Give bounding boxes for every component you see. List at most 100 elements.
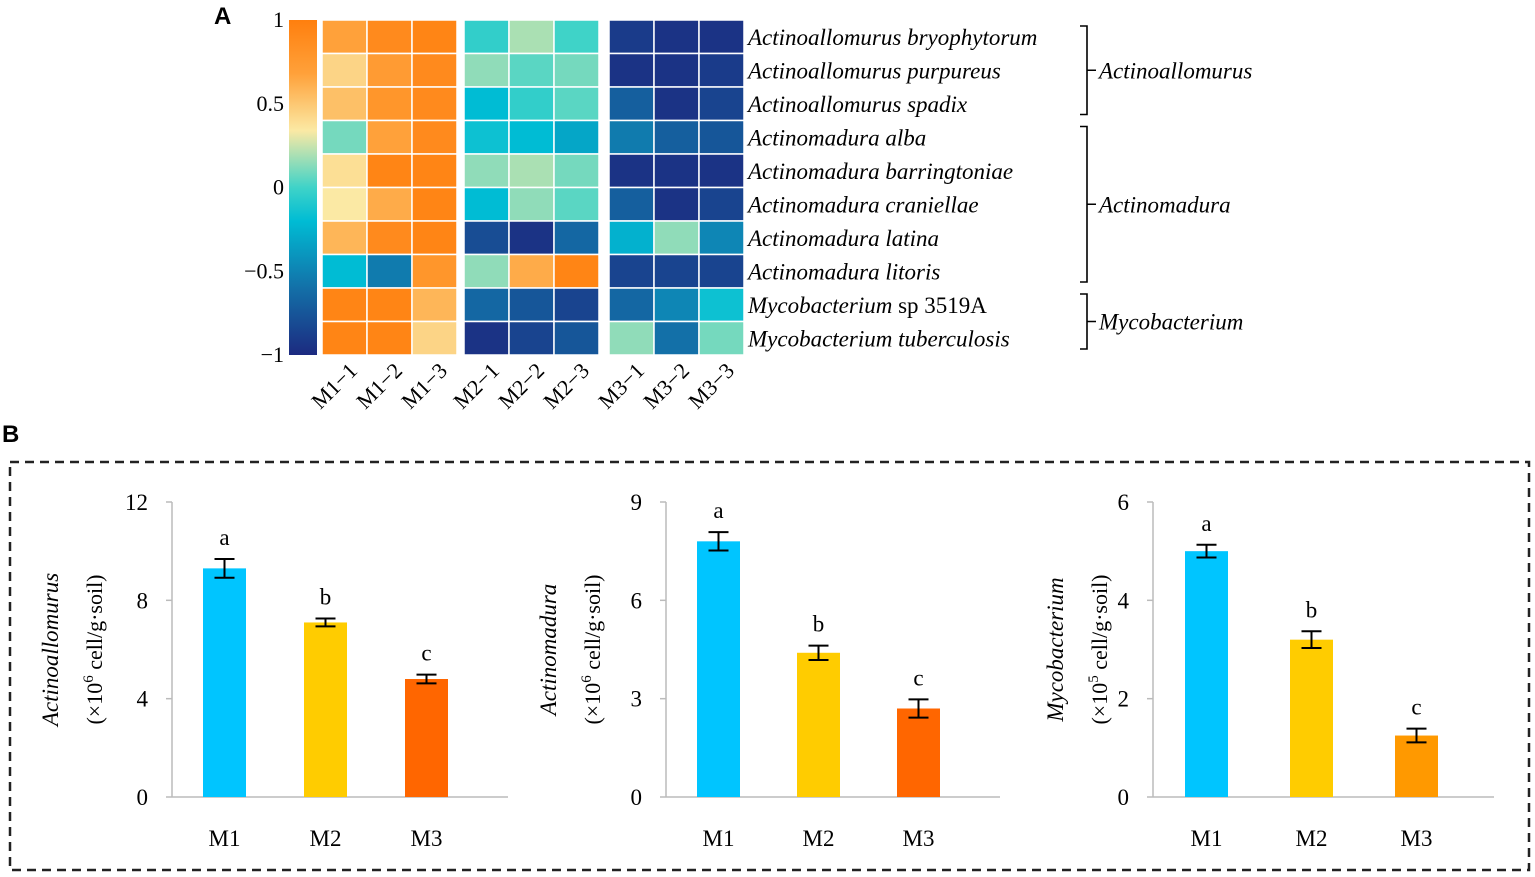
heatmap-cell <box>463 119 510 155</box>
heatmap-cell <box>698 153 745 189</box>
heatmap-row-label: Actinomadura latina <box>746 226 939 251</box>
heatmap-cell <box>653 119 700 155</box>
significance-letter: a <box>219 525 229 550</box>
heatmap-column-label: M1−3 <box>396 358 452 414</box>
heatmap-cell <box>608 52 655 88</box>
significance-letter: c <box>913 665 923 690</box>
heatmap-cell <box>321 153 368 189</box>
bar <box>1395 735 1438 797</box>
heatmap-cell <box>553 153 600 189</box>
heatmap-cell <box>653 52 700 88</box>
heatmap-cell <box>321 119 368 155</box>
significance-letter: a <box>1201 511 1211 536</box>
y-tick-label: 9 <box>631 490 643 515</box>
y-axis-unit-prefix: (×10 <box>82 683 107 725</box>
bar <box>1290 639 1333 797</box>
heatmap-row-label: Mycobacterium tuberculosis <box>747 326 1010 351</box>
heatmap-cell <box>411 19 458 55</box>
y-axis-title-unit: (×105 cell/g·soil) <box>1086 574 1112 724</box>
y-tick-label: 12 <box>125 490 148 515</box>
heatmap-cell <box>553 52 600 88</box>
y-tick-label: 3 <box>631 687 643 712</box>
y-axis-unit-prefix: (×10 <box>580 683 605 725</box>
heatmap-cell <box>463 19 510 55</box>
x-tick-label: M3 <box>411 826 443 851</box>
group-label: Actinoallomurus <box>1097 58 1252 83</box>
x-tick-label: M1 <box>703 826 735 851</box>
heatmap-cell <box>463 52 510 88</box>
heatmap-cell <box>321 186 368 222</box>
heatmap-cell <box>608 287 655 323</box>
colorbar-tick-label: 1 <box>273 7 284 32</box>
significance-letter: b <box>813 612 825 637</box>
heatmap-row-label-italic: Actinomadura latina <box>746 226 939 251</box>
heatmap-cell <box>321 19 368 55</box>
heatmap-row-label-italic: Actinomadura litoris <box>746 259 940 284</box>
heatmap-row-label: Actinoallomurus purpureus <box>746 58 1001 83</box>
heatmap-cell <box>553 287 600 323</box>
bar <box>697 541 740 797</box>
y-axis-title-genus: Actinoallomurus <box>38 573 63 728</box>
heatmap-cell <box>463 220 510 256</box>
y-axis-unit-prefix: (×10 <box>1087 683 1112 725</box>
heatmap-cell <box>321 287 368 323</box>
y-axis-unit-suffix: cell/g·soil) <box>580 574 605 675</box>
heatmap-cell <box>463 186 510 222</box>
bar-chart-3: 0 2 4 6 Mycobacterium (×105 cell/g·soil) a M1 b M… <box>1043 490 1494 851</box>
heatmap-cell <box>463 320 510 356</box>
heatmap-cell <box>411 52 458 88</box>
heatmap-row-label-italic: Actinomadura craniellae <box>746 192 979 217</box>
heatmap-row-label-italic: Actinoallomurus spadix <box>746 92 968 117</box>
heatmap-cell <box>411 119 458 155</box>
heatmap-colorbar <box>289 20 317 355</box>
heatmap-cell <box>608 220 655 256</box>
heatmap-column-label: M1−2 <box>351 358 407 414</box>
heatmap-cell <box>508 320 555 356</box>
heatmap-cell <box>553 186 600 222</box>
heatmap-cell <box>653 153 700 189</box>
heatmap-cell <box>321 320 368 356</box>
heatmap-cell <box>321 52 368 88</box>
heatmap-cell <box>411 153 458 189</box>
heatmap-column-label: M3−3 <box>683 358 739 414</box>
x-tick-label: M1 <box>209 826 241 851</box>
heatmap-row-label-italic: Actinomadura barringtoniae <box>746 159 1013 184</box>
heatmap-row-label: Actinoallomurus spadix <box>746 92 968 117</box>
heatmap-row-label: Actinomadura barringtoniae <box>746 159 1013 184</box>
heatmap-cell <box>508 19 555 55</box>
heatmap-column-label: M1−1 <box>306 358 362 414</box>
heatmap-cell <box>508 220 555 256</box>
heatmap-cell <box>463 253 510 289</box>
heatmap-cell <box>411 86 458 122</box>
y-tick-label: 6 <box>631 588 643 613</box>
heatmap-cell <box>698 86 745 122</box>
heatmap-cell <box>653 287 700 323</box>
y-axis-title-unit: (×106 cell/g·soil) <box>81 574 107 724</box>
group-label: Mycobacterium <box>1098 310 1243 335</box>
heatmap-row-label-italic: Actinomadura alba <box>746 125 926 150</box>
heatmap-cell <box>698 186 745 222</box>
heatmap-cells <box>321 19 745 356</box>
heatmap-row-label-italic: Mycobacterium tuberculosis <box>747 326 1010 351</box>
heatmap-cell <box>553 119 600 155</box>
y-tick-label: 0 <box>1118 785 1130 810</box>
heatmap-row-label: Actinomadura alba <box>746 125 926 150</box>
heatmap-row-label: Actinomadura litoris <box>746 259 940 284</box>
heatmap-cell <box>366 52 413 88</box>
x-tick-label: M3 <box>903 826 935 851</box>
panel-b-dashed-border <box>8 460 1531 872</box>
heatmap-cell <box>366 153 413 189</box>
y-axis-title-unit: (×106 cell/g·soil) <box>579 574 605 724</box>
group-label: Actinomadura <box>1097 192 1231 217</box>
heatmap-cell <box>508 287 555 323</box>
heatmap-cell <box>411 287 458 323</box>
heatmap-cell <box>608 86 655 122</box>
heatmap-cell <box>411 320 458 356</box>
x-tick-label: M1 <box>1191 826 1223 851</box>
y-axis-title-genus: Actinomadura <box>536 584 561 718</box>
heatmap-column-label: M2−3 <box>538 358 594 414</box>
group-bracket <box>1080 125 1096 283</box>
x-tick-label: M2 <box>310 826 342 851</box>
